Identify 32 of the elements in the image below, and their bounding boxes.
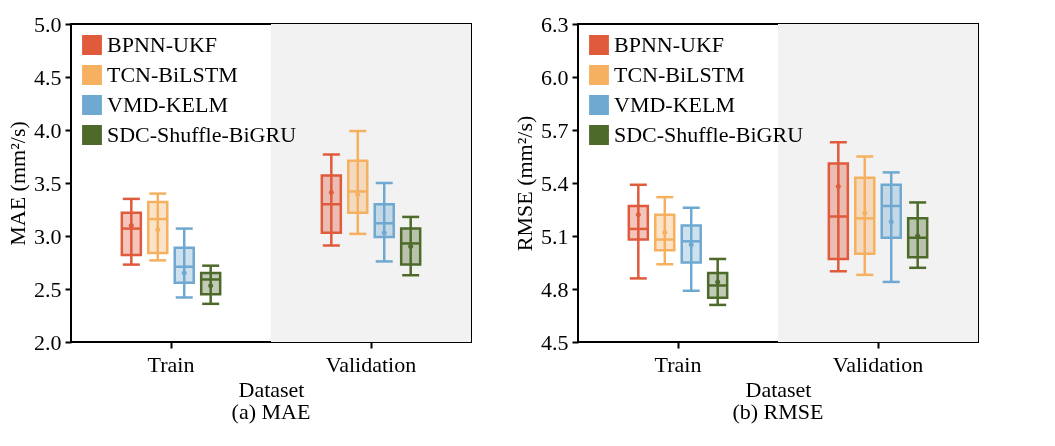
- legend-label: VMD-KELM: [107, 92, 228, 117]
- legend-label: VMD-KELM: [614, 92, 735, 117]
- x-tick-label: Validation: [832, 351, 924, 377]
- x-tick-label: Validation: [325, 351, 417, 377]
- y-tick-label: 3.0: [34, 223, 62, 249]
- legend-label: SDC-Shuffle-BiGRU: [614, 122, 804, 147]
- y-tick-label: 4.0: [34, 117, 62, 143]
- legend-label: BPNN-UKF: [107, 32, 218, 57]
- y-tick-label: 6.3: [541, 11, 569, 37]
- y-axis-title: MAE (mm²/s): [5, 121, 30, 246]
- y-tick-label: 2.0: [34, 329, 62, 355]
- y-tick-label: 2.5: [34, 276, 62, 302]
- y-tick-label: 4.8: [541, 276, 569, 302]
- text: (b) RMSE: [732, 399, 824, 424]
- y-tick-label: 6.0: [541, 64, 569, 90]
- y-axis-title: RMSE (mm²/s): [512, 115, 537, 252]
- x-axis-title: Dataset: [238, 376, 305, 402]
- legend-label: TCN-BiLSTM: [614, 62, 745, 87]
- text: (a) MAE: [231, 399, 311, 424]
- x-tick-label: Train: [147, 351, 195, 377]
- y-tick-label: 5.0: [34, 11, 62, 37]
- y-tick-label: 5.1: [541, 223, 569, 249]
- legend-label: SDC-Shuffle-BiGRU: [107, 122, 297, 147]
- y-tick-label: 4.5: [34, 64, 62, 90]
- x-axis-title: Dataset: [745, 376, 812, 402]
- y-tick-label: 5.4: [541, 170, 569, 196]
- y-tick-label: 4.5: [541, 329, 569, 355]
- legend-label: BPNN-UKF: [614, 32, 725, 57]
- x-tick-label: Train: [654, 351, 702, 377]
- y-tick-label: 3.5: [34, 170, 62, 196]
- y-tick-label: 5.7: [541, 117, 569, 143]
- legend-label: TCN-BiLSTM: [107, 62, 238, 87]
